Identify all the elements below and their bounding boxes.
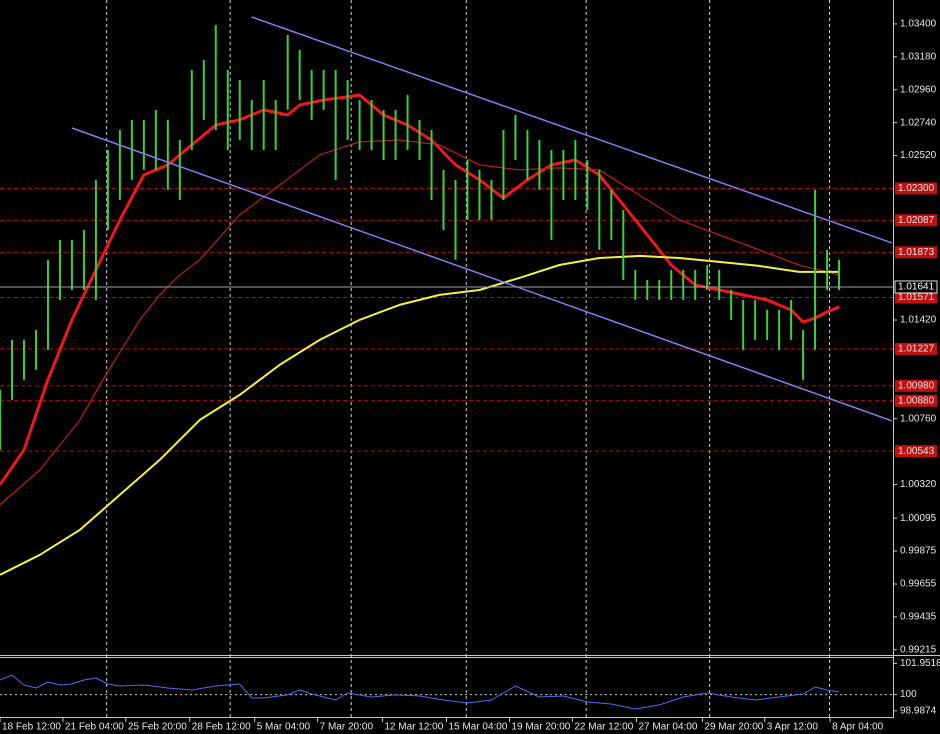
x-tick-label: 3 Apr 12:00 [767,722,819,733]
x-tick-label: 5 Mar 04:00 [257,722,311,733]
y-tick-label: 0.99435 [900,612,937,623]
x-tick-label: 28 Feb 12:00 [192,722,251,733]
level-label: 1.01571 [898,292,935,303]
y-tick-label: 1.03400 [900,19,937,30]
level-label-box [895,246,937,259]
level-label: 1.02087 [898,215,935,226]
y-tick-label: 101.9518 [900,658,940,669]
y-tick-label: 100 [900,689,917,700]
y-tick-label: 1.00320 [900,479,937,490]
y-tick-label: 1.03180 [900,51,937,62]
x-tick-label: 21 Feb 04:00 [65,722,124,733]
y-tick-label: 1.00095 [900,513,937,524]
y-tick-label: 0.99875 [900,546,937,557]
level-label-box [895,445,937,458]
level-label-box [895,182,937,195]
x-tick-label: 27 Mar 04:00 [638,722,697,733]
level-label: 1.02300 [898,183,935,194]
level-label-box [895,291,937,304]
level-label-box [895,342,937,355]
y-tick-label: 98.9874 [900,705,937,716]
x-tick-label: 18 Feb 12:00 [2,722,61,733]
level-label: 1.00980 [898,380,935,391]
level-label: 1.01227 [898,344,935,355]
y-tick-label: 1.02740 [900,117,937,128]
level-label-box [895,214,937,227]
x-tick-label: 12 Mar 12:00 [384,722,443,733]
indicator-line [0,674,840,710]
x-tick-label: 7 Mar 20:00 [320,722,374,733]
y-tick-label: 1.01420 [900,315,937,326]
y-tick-label: 1.02960 [900,84,937,95]
y-tick-label: 0.99655 [900,579,937,590]
level-label: 1.01873 [898,247,935,258]
current-price-label: 1.01641 [898,282,935,293]
level-label: 1.00543 [898,446,935,457]
level-label-box [895,379,937,392]
channel-line [251,16,893,244]
x-tick-label: 15 Mar 04:00 [449,722,508,733]
moving-average [0,139,840,506]
x-tick-label: 8 Apr 04:00 [832,722,884,733]
level-label-box [895,394,937,407]
x-tick-label: 25 Feb 20:00 [128,722,187,733]
y-tick-label: 1.02520 [900,150,937,161]
current-price-box [894,280,938,294]
y-tick-label: 0.99215 [900,644,937,655]
level-label: 1.00880 [898,395,935,406]
x-tick-label: 29 Mar 20:00 [704,722,763,733]
x-tick-label: 22 Mar 12:00 [574,722,633,733]
channel-line [71,127,893,422]
x-tick-label: 19 Mar 20:00 [511,722,570,733]
y-tick-label: 1.00760 [900,413,937,424]
moving-average [0,254,840,576]
